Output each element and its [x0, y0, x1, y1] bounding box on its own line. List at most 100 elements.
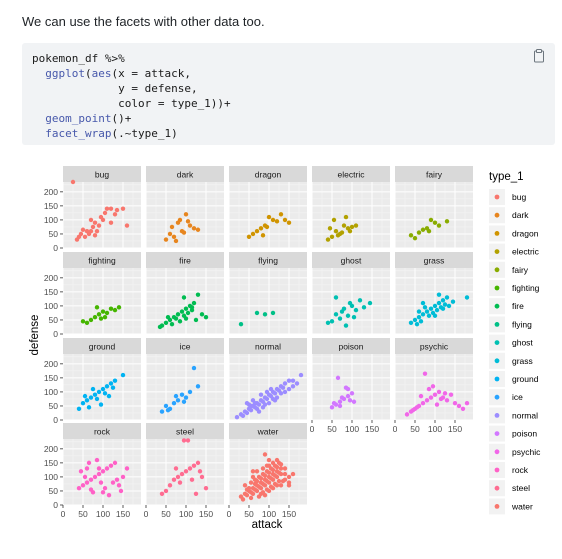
data-point: [102, 485, 108, 491]
data-point: [118, 488, 124, 494]
intro-text: We can use the facets with other data to…: [22, 14, 265, 29]
data-point: [100, 386, 106, 392]
facet-panel-steel: steel 0 50 100 150: [144, 423, 224, 519]
data-point: [104, 466, 110, 471]
legend-label: fighting: [512, 283, 540, 293]
data-point: [197, 469, 203, 474]
data-point: [260, 233, 266, 238]
data-point: [112, 378, 118, 383]
data-point: [187, 466, 193, 471]
facet-strip: [63, 423, 141, 439]
data-point: [410, 407, 416, 413]
data-point: [86, 231, 92, 237]
data-point: [240, 413, 246, 418]
data-point: [325, 237, 331, 242]
data-point: [183, 212, 189, 217]
data-point: [96, 312, 102, 317]
data-point: [418, 319, 424, 324]
facet-strip-label: water: [257, 427, 279, 437]
y-tick-label: 200: [44, 187, 58, 197]
y-axis-title: defense: [29, 315, 41, 356]
x-tick-label: 100: [96, 509, 110, 519]
data-point: [173, 316, 179, 321]
data-point: [329, 405, 335, 410]
data-point: [452, 400, 458, 406]
data-point: [442, 391, 448, 396]
data-point: [420, 300, 426, 306]
data-point: [74, 237, 80, 242]
data-point: [345, 393, 351, 399]
data-point: [187, 223, 193, 228]
data-point: [104, 384, 110, 389]
facet-strip: [63, 338, 141, 354]
data-point: [426, 386, 432, 392]
panel-background: [146, 354, 224, 420]
legend-key-point: [494, 285, 500, 291]
data-point: [195, 227, 201, 232]
code-token: [32, 127, 45, 140]
facet-strip-label: rock: [94, 427, 111, 437]
data-point: [102, 210, 108, 216]
code-token: (: [85, 67, 92, 80]
data-point: [169, 224, 175, 230]
data-point: [333, 312, 339, 317]
data-point: [428, 217, 434, 223]
facet-strip: [312, 166, 390, 182]
legend-key-point: [494, 322, 500, 327]
data-point: [343, 214, 349, 220]
data-point: [114, 477, 120, 482]
data-point: [282, 471, 288, 477]
data-point: [183, 316, 189, 321]
data-point: [240, 497, 246, 502]
data-point: [262, 483, 268, 488]
code-token: aes: [91, 67, 112, 80]
code-token: ggplot: [45, 67, 85, 80]
data-point: [278, 483, 284, 488]
legend-key-point: [494, 504, 500, 509]
code-token: facet_wrap: [45, 127, 112, 140]
legend-title: type_1: [489, 171, 524, 183]
data-point: [185, 438, 191, 443]
data-point: [82, 234, 88, 239]
x-axis-title: attack: [252, 519, 283, 530]
data-point: [329, 234, 335, 239]
y-tick-label: 100: [44, 387, 58, 397]
data-point: [436, 292, 442, 297]
panel-background: [312, 182, 390, 248]
facet-strip-label: bug: [95, 170, 109, 180]
data-point: [82, 474, 88, 480]
legend-key-point: [494, 485, 500, 491]
data-point: [116, 305, 122, 310]
data-point: [108, 220, 114, 225]
data-point: [331, 217, 337, 223]
data-point: [432, 303, 438, 309]
data-point: [266, 488, 272, 494]
data-point: [250, 469, 256, 474]
y-tick-label: 50: [49, 315, 59, 325]
code-text: pokemon_df %>% ggplot(aes(x = attack, y …: [32, 51, 231, 141]
x-tick-label: 0: [227, 509, 232, 519]
copy-icon[interactable]: [531, 48, 547, 64]
data-point: [270, 477, 276, 482]
data-point: [191, 463, 197, 468]
data-point: [412, 235, 418, 241]
data-point: [434, 402, 440, 407]
facet-strip-label: fighting: [88, 256, 116, 266]
data-point: [88, 317, 94, 323]
data-point: [173, 238, 179, 244]
facet-strip-label: fire: [179, 256, 191, 266]
data-point: [189, 305, 195, 310]
data-point: [442, 302, 448, 307]
facet-panel-ghost: ghost: [311, 252, 390, 335]
data-point: [460, 406, 466, 411]
facet-strip-label: steel: [176, 427, 194, 437]
data-point: [331, 400, 337, 406]
x-tick-label: 0: [393, 424, 398, 434]
facet-panel-water: water 0 50 100 150: [227, 423, 307, 519]
legend-label: dark: [512, 210, 529, 220]
y-tick-label: 0: [53, 500, 58, 510]
data-point: [266, 457, 272, 463]
y-tick-label: 0: [53, 243, 58, 253]
data-point: [280, 385, 286, 390]
data-point: [181, 295, 187, 300]
